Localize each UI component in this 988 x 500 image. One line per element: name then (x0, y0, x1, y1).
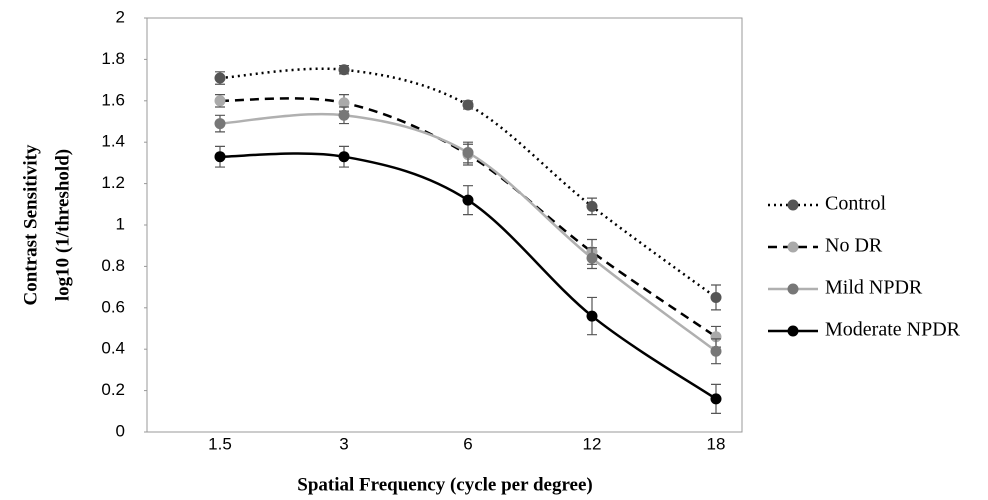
y-axis-label: log10 (1/threshold) (52, 149, 73, 301)
data-point (214, 118, 226, 130)
y-tick-label: 0.8 (101, 256, 125, 275)
legend-label: Mild NPDR (825, 277, 923, 299)
y-axis-label: Contrast Sensitivity (20, 144, 41, 305)
data-point (214, 151, 226, 163)
legend-label: No DR (825, 235, 883, 257)
data-point (586, 310, 598, 322)
data-point (338, 109, 350, 121)
y-tick-label: 1.2 (101, 173, 125, 192)
data-point (710, 331, 722, 343)
x-tick-label: 3 (339, 434, 348, 453)
data-point (214, 95, 226, 107)
data-point (462, 147, 474, 159)
y-tick-label: 0.6 (101, 297, 125, 316)
y-tick-label: 0.4 (101, 339, 125, 358)
data-point (214, 72, 226, 84)
legend-label: Moderate NPDR (825, 319, 961, 341)
plot-frame (146, 17, 743, 433)
series-line (219, 97, 717, 338)
data-point (586, 252, 598, 264)
legend-marker (787, 325, 799, 337)
data-point (462, 99, 474, 111)
y-tick-label: 1.8 (101, 49, 125, 68)
y-tick-label: 2 (116, 7, 125, 26)
data-point (710, 291, 722, 303)
y-tick-label: 1 (116, 214, 125, 233)
y-tick-label: 1.4 (101, 132, 125, 151)
data-point (462, 194, 474, 206)
x-axis-label: Spatial Frequency (cycle per degree) (297, 474, 593, 495)
legend-marker (787, 199, 799, 211)
x-tick-label: 1.5 (208, 434, 232, 453)
data-point (338, 151, 350, 163)
x-tick-label: 18 (707, 434, 726, 453)
x-tick-label: 6 (463, 434, 472, 453)
data-point (710, 393, 722, 405)
y-tick-label: 0.2 (101, 380, 125, 399)
x-tick-label: 12 (583, 434, 602, 453)
data-point (338, 64, 350, 76)
data-point (586, 200, 598, 212)
legend-label: Control (825, 193, 887, 215)
data-point (710, 345, 722, 357)
y-tick-label: 0 (116, 421, 125, 440)
data-point (338, 97, 350, 109)
legend-marker (787, 241, 799, 253)
y-tick-label: 1.6 (101, 90, 125, 109)
legend-marker (787, 283, 799, 295)
